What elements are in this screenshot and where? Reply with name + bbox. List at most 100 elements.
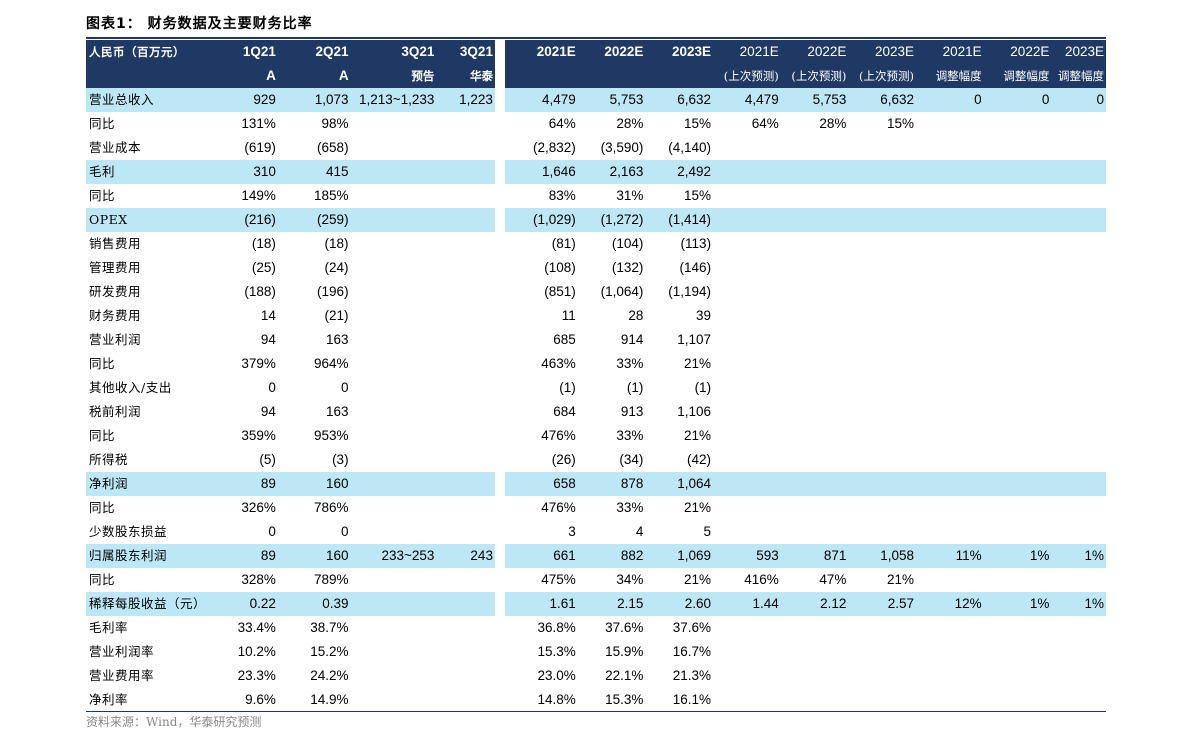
row-label: 其他收入/支出 bbox=[89, 380, 172, 395]
table-cell: 15.2% bbox=[310, 644, 349, 659]
table-cell bbox=[916, 256, 984, 280]
table-cell: 0 bbox=[983, 88, 1052, 112]
table-cell: 310 bbox=[205, 160, 278, 184]
table-cell bbox=[781, 616, 849, 640]
table-cell: 1% bbox=[1051, 544, 1106, 568]
table-cell bbox=[916, 352, 984, 376]
table-cell bbox=[350, 592, 437, 616]
table-cell bbox=[713, 304, 781, 328]
table-cell bbox=[916, 496, 984, 520]
table-cell bbox=[436, 376, 495, 400]
table-cell bbox=[351, 448, 437, 472]
header-row-top: 人民币（百万元） 1Q21 2Q21 3Q21 3Q21 2021E 2022E 2023E 2… bbox=[86, 40, 1106, 64]
column-gap bbox=[494, 496, 506, 520]
table-cell bbox=[781, 328, 849, 352]
table-cell bbox=[916, 136, 984, 160]
table-cell: (18) bbox=[251, 236, 276, 251]
table-cell: (658) bbox=[317, 140, 349, 155]
table-cell: 38.7% bbox=[310, 620, 349, 635]
column-subheader: 调整幅度 bbox=[1051, 64, 1106, 88]
column-gap bbox=[494, 304, 506, 328]
table-row: 同比 326% 786% 476% 33% 21% bbox=[86, 496, 1106, 520]
column-gap bbox=[494, 40, 506, 64]
column-subheader: A bbox=[277, 64, 351, 88]
table-cell bbox=[781, 184, 849, 208]
table-cell bbox=[848, 640, 916, 664]
table-cell: 23.3% bbox=[237, 668, 276, 683]
table-cell bbox=[351, 496, 437, 520]
table-cell bbox=[984, 640, 1052, 664]
table-cell: 786% bbox=[314, 500, 349, 515]
table-row: 净利率 9.6% 14.9% 14.8% 15.3% 16.1% bbox=[86, 688, 1106, 712]
row-label: 同比 bbox=[89, 116, 116, 131]
table-cell: 1,106 bbox=[677, 404, 712, 419]
table-cell bbox=[984, 304, 1052, 328]
table-cell: 0.22 bbox=[205, 592, 278, 616]
table-cell: 33% bbox=[616, 428, 644, 443]
table-cell: 475% bbox=[541, 572, 576, 587]
table-cell bbox=[781, 232, 849, 256]
table-cell bbox=[713, 184, 781, 208]
table-cell bbox=[1051, 136, 1106, 160]
table-cell bbox=[713, 640, 781, 664]
table-cell: 21.3% bbox=[672, 668, 712, 683]
column-subheader: (上次预测) bbox=[848, 64, 917, 88]
row-label: 销售费用 bbox=[89, 236, 142, 251]
table-cell bbox=[984, 232, 1052, 256]
table-cell bbox=[848, 352, 916, 376]
table-cell: 1,213~1,233 bbox=[350, 88, 437, 112]
table-cell bbox=[984, 256, 1052, 280]
table-cell: 34% bbox=[616, 572, 644, 587]
column-gap bbox=[494, 232, 506, 256]
table-cell: 463% bbox=[541, 356, 576, 371]
column-gap bbox=[494, 544, 506, 568]
table-cell: 3 bbox=[568, 524, 576, 539]
table-cell bbox=[848, 472, 917, 496]
table-cell bbox=[351, 112, 437, 136]
table-row: OPEX (216) (259) (1,029) (1,272) (1,414) bbox=[86, 208, 1106, 232]
row-label: 管理费用 bbox=[89, 260, 142, 275]
table-body: 营业总收入 929 1,073 1,213~1,233 1,223 4,479 5,753 6… bbox=[86, 88, 1106, 712]
table-cell: 64% bbox=[548, 116, 576, 131]
column-gap bbox=[494, 136, 506, 160]
table-cell: 2.12 bbox=[780, 592, 849, 616]
table-cell: (851) bbox=[544, 284, 576, 299]
table-cell bbox=[713, 232, 781, 256]
table-row: 营业总收入 929 1,073 1,213~1,233 1,223 4,479 5,753 6… bbox=[86, 88, 1106, 112]
column-gap bbox=[494, 568, 506, 592]
table-cell bbox=[713, 520, 781, 544]
table-cell bbox=[713, 616, 781, 640]
table-cell: 2.15 bbox=[577, 592, 646, 616]
table-cell bbox=[780, 160, 849, 184]
table-cell: 1,073 bbox=[277, 88, 351, 112]
table-cell: 1,064 bbox=[645, 472, 714, 496]
table-cell: 2,492 bbox=[645, 160, 714, 184]
table-cell: 163 bbox=[326, 404, 349, 419]
column-gap bbox=[494, 88, 506, 112]
table-cell bbox=[1051, 184, 1106, 208]
table-cell: 1,069 bbox=[645, 544, 714, 568]
table-cell: 914 bbox=[620, 332, 644, 347]
table-cell bbox=[848, 664, 916, 688]
table-row: 管理费用 (25) (24) (108) (132) (146) bbox=[86, 256, 1106, 280]
table-cell bbox=[713, 160, 781, 184]
table-cell: 2,163 bbox=[577, 160, 646, 184]
table-cell: 28% bbox=[616, 116, 644, 131]
table-cell: (1) bbox=[626, 380, 644, 395]
column-gap bbox=[494, 352, 506, 376]
table-cell bbox=[781, 400, 849, 424]
column-gap bbox=[494, 208, 506, 232]
table-cell bbox=[351, 256, 437, 280]
table-cell: 15.3% bbox=[537, 644, 576, 659]
table-cell: 9.6% bbox=[245, 692, 276, 707]
table-cell: (1,272) bbox=[577, 208, 646, 232]
table-cell: (113) bbox=[680, 236, 712, 251]
table-cell bbox=[351, 328, 437, 352]
header-unit-label: 人民币（百万元） bbox=[86, 40, 206, 64]
table-cell bbox=[713, 496, 781, 520]
table-cell bbox=[916, 376, 984, 400]
table-cell bbox=[1051, 328, 1106, 352]
column-header: 2023E bbox=[848, 40, 917, 64]
table-cell: (104) bbox=[611, 236, 644, 251]
table-cell: 1,223 bbox=[436, 88, 495, 112]
